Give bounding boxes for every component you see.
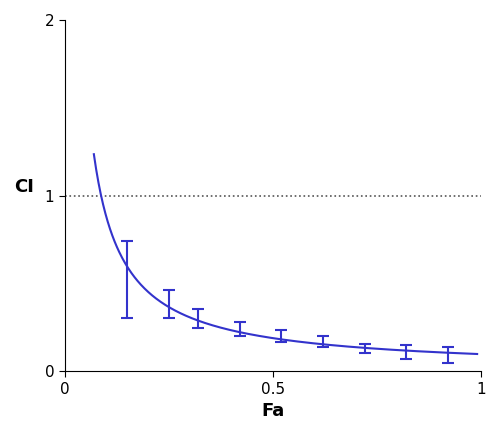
- X-axis label: Fa: Fa: [262, 402, 284, 420]
- Y-axis label: CI: CI: [14, 178, 34, 195]
